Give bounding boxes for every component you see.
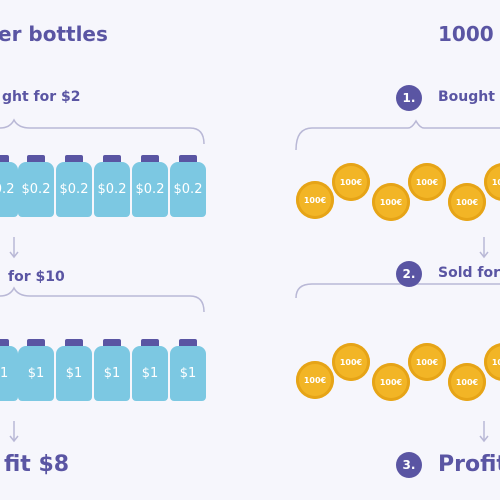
right-arrow-1 <box>479 237 489 259</box>
right-brace-middle <box>295 283 500 299</box>
bottle-price: $1 <box>94 346 130 401</box>
bottle: $0.2 <box>132 155 168 217</box>
right-step2-label: Sold for $ <box>438 265 500 281</box>
bottle: $1 <box>94 339 130 401</box>
bottle: $0.2 <box>0 155 18 217</box>
left-brace-middle <box>0 286 205 313</box>
bottle: $1 <box>0 339 18 401</box>
bottle: $0.2 <box>56 155 92 217</box>
right-profit-label: Profit <box>438 452 500 477</box>
coin: 100€ <box>448 183 486 221</box>
bottle-price: $0.2 <box>94 162 130 217</box>
step-2-badge: 2. <box>396 261 422 287</box>
coin: 100€ <box>332 343 370 381</box>
left-arrow-1 <box>9 237 19 259</box>
coin: 100€ <box>372 183 410 221</box>
step-3-badge: 3. <box>396 452 422 478</box>
right-title: 1000 E <box>438 22 500 46</box>
left-profit-label: fit $8 <box>4 452 70 477</box>
right-brace-top <box>295 119 500 151</box>
coin: 100€ <box>448 363 486 401</box>
bottle: $1 <box>170 339 206 401</box>
bottle-price: $1 <box>56 346 92 401</box>
left-title: er bottles <box>0 22 108 46</box>
coin: 100€ <box>408 343 446 381</box>
bottle-price: $1 <box>18 346 54 401</box>
bottle-price: $0.2 <box>170 162 206 217</box>
step-1-badge: 1. <box>396 85 422 111</box>
bottle-price: $1 <box>170 346 206 401</box>
bottle: $1 <box>18 339 54 401</box>
coin: 100€ <box>484 163 500 201</box>
bottle: $0.2 <box>94 155 130 217</box>
coin: 100€ <box>296 361 334 399</box>
bottle: $1 <box>132 339 168 401</box>
coin: 100€ <box>296 181 334 219</box>
left-bought-label: ght for $2 <box>2 89 81 105</box>
left-brace-top <box>0 118 205 145</box>
bottle-price: $1 <box>132 346 168 401</box>
bottle: $0.2 <box>18 155 54 217</box>
coin: 100€ <box>408 163 446 201</box>
left-arrow-2 <box>9 421 19 443</box>
bottle-price: $0.2 <box>0 162 18 217</box>
bottle-price: $0.2 <box>132 162 168 217</box>
bottle-price: $0.2 <box>56 162 92 217</box>
right-arrow-2 <box>479 421 489 443</box>
left-sold-label: for $10 <box>8 269 65 285</box>
coin: 100€ <box>332 163 370 201</box>
bottle-price: $0.2 <box>18 162 54 217</box>
coin: 100€ <box>372 363 410 401</box>
right-step1-label: Bought fo <box>438 89 500 105</box>
bottle: $0.2 <box>170 155 206 217</box>
bottle: $1 <box>56 339 92 401</box>
coin: 100€ <box>484 343 500 381</box>
bottle-price: $1 <box>0 346 18 401</box>
